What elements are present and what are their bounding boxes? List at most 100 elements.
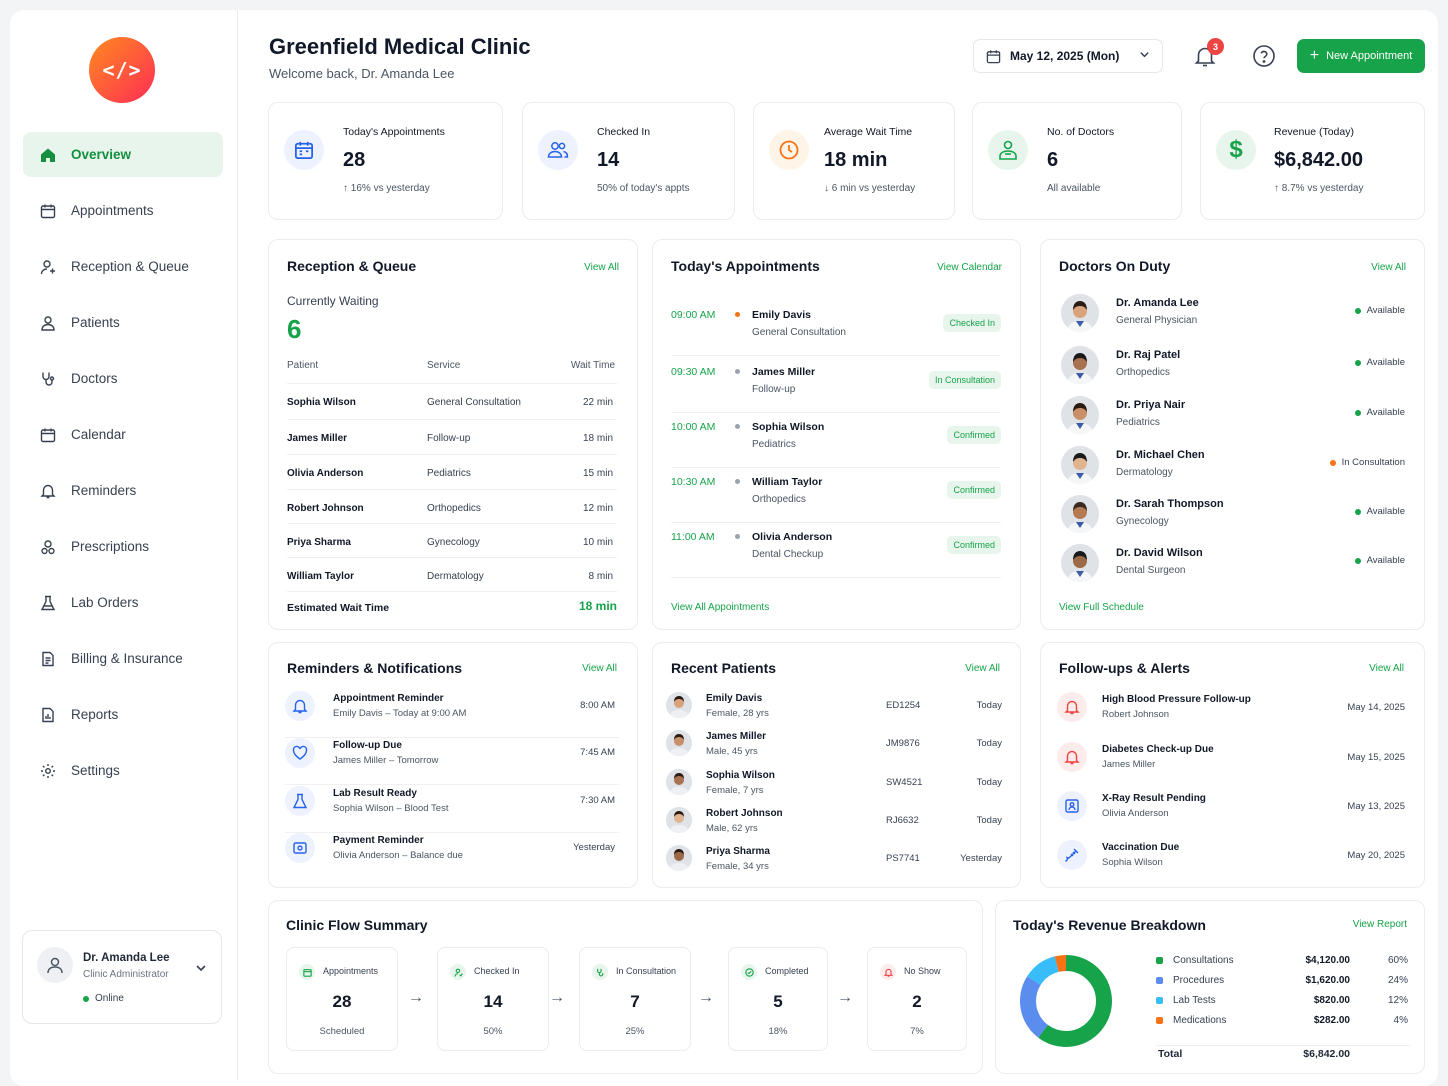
flow-step-appointments[interactable]: Appointments 28 Scheduled [286, 947, 398, 1051]
flow-step-completed[interactable]: Completed 5 18% [728, 947, 828, 1051]
view-all-link[interactable]: View All [584, 262, 619, 273]
doctor-row[interactable]: Dr. Sarah Thompson Gynecology Available [1059, 495, 1407, 545]
donut-slice-medications [1020, 955, 1112, 1047]
patient-name: Sophia Wilson [706, 770, 775, 781]
patient-name: James Miller [706, 731, 767, 742]
reminders-card: Reminders & Notifications View All Appoi… [268, 642, 638, 888]
card-title: Today's Revenue Breakdown [1013, 917, 1206, 933]
legend-item: Lab Tests $820.00 12% [1156, 994, 1410, 1012]
view-calendar-link[interactable]: View Calendar [937, 262, 1002, 273]
status-badge: Confirmed [947, 536, 1001, 554]
view-report-link[interactable]: View Report [1352, 919, 1407, 930]
stat-card-checked-in[interactable]: Checked In 14 50% of today's appts [522, 102, 735, 220]
view-all-link[interactable]: View All [582, 663, 617, 674]
legend-swatch [1156, 957, 1163, 964]
sidebar-item-patients[interactable]: Patients [23, 300, 223, 345]
appointment-row[interactable]: 09:30 AM James Miller Follow-up In Consulta… [671, 358, 1001, 413]
date-picker[interactable]: May 12, 2025 (Mon) [973, 39, 1163, 73]
flow-step-checked-in[interactable]: Checked In 14 50% [437, 947, 549, 1051]
legend-item: Consultations $4,120.00 60% [1156, 954, 1410, 972]
alert-item[interactable]: Vaccination Due Sophia Wilson May 20, 2025 [1057, 840, 1407, 890]
view-all-link[interactable]: View All [1371, 262, 1406, 273]
stat-card-doctors[interactable]: No. of Doctors 6 All available [972, 102, 1182, 220]
sidebar-item-billing-insurance[interactable]: Billing & Insurance [23, 636, 223, 681]
appointment-row[interactable]: 10:00 AM Sophia Wilson Pediatrics Confirmed [671, 413, 1001, 468]
doctor-name: Dr. Priya Nair [1116, 399, 1186, 411]
doctor-row[interactable]: Dr. Michael Chen Dermatology In Consultati… [1059, 446, 1407, 496]
sidebar-item-lab-orders[interactable]: Lab Orders [23, 580, 223, 625]
sidebar-item-prescriptions[interactable]: Prescriptions [23, 524, 223, 569]
patient-row[interactable]: James Miller Male, 45 yrs JM9876 Today [666, 728, 1004, 766]
doctor-row[interactable]: Dr. Amanda Lee General Physician Available [1059, 294, 1407, 344]
doctor-name: Dr. David Wilson [1116, 547, 1203, 559]
new-appointment-button[interactable]: + New Appointment [1297, 39, 1425, 73]
appointment-row[interactable]: 11:00 AM Olivia Anderson Dental Checkup Con… [671, 523, 1001, 578]
view-all-link[interactable]: View All [1369, 663, 1404, 674]
plus-icon: + [1309, 47, 1320, 64]
user-profile-card[interactable]: Dr. Amanda Lee Clinic Administrator Onli… [22, 930, 222, 1024]
table-row[interactable]: Sophia Wilson General Consultation 22 min [287, 383, 617, 417]
stat-card-appointments[interactable]: Today's Appointments 28 ↑ 16% vs yesterd… [268, 102, 503, 220]
status-badge: Confirmed [947, 426, 1001, 444]
flow-step-no-show[interactable]: No Show 2 7% [867, 947, 967, 1051]
alert-item[interactable]: X-Ray Result Pending Olivia Anderson May 1… [1057, 791, 1407, 841]
help-icon[interactable] [1252, 44, 1276, 73]
gear-icon [39, 762, 57, 780]
wallet-icon [285, 833, 315, 863]
sidebar-item-appointments[interactable]: Appointments [23, 188, 223, 233]
table-row[interactable]: Priya Sharma Gynecology 10 min [287, 523, 617, 557]
chevron-down-icon[interactable] [195, 961, 207, 979]
sidebar-item-calendar[interactable]: Calendar [23, 412, 223, 457]
patient-row[interactable]: Robert Johnson Male, 62 yrs RJ6632 Today [666, 805, 1004, 843]
xray-icon [1057, 791, 1087, 821]
reminder-item[interactable]: Appointment Reminder Emily Davis – Today … [285, 691, 619, 738]
sidebar-item-label: Patients [71, 315, 120, 330]
reminder-item[interactable]: Lab Result Ready Sophia Wilson – Blood Te… [285, 786, 619, 833]
doctor-row[interactable]: Dr. Priya Nair Pediatrics Available [1059, 396, 1407, 446]
table-row[interactable]: William Taylor Dermatology 8 min [287, 557, 617, 591]
patient-id: ED1254 [886, 700, 921, 711]
view-full-schedule-link[interactable]: View Full Schedule [1059, 602, 1144, 613]
sidebar-item-reception-queue[interactable]: Reception & Queue [23, 244, 223, 289]
sidebar-item-reminders[interactable]: Reminders [23, 468, 223, 513]
table-row[interactable]: James Miller Follow-up 18 min [287, 419, 617, 453]
doctor-name: Dr. Amanda Lee [1116, 297, 1199, 309]
patient-info: Female, 7 yrs [706, 785, 764, 796]
avatar [1061, 294, 1099, 332]
status-dot-icon [735, 369, 740, 374]
stethoscope-icon [39, 370, 57, 388]
view-all-link[interactable]: View All [965, 663, 1000, 674]
user-queue-icon [39, 258, 57, 276]
arrow-right-icon: → [408, 989, 424, 1006]
doctor-row[interactable]: Dr. Raj Patel Orthopedics Available [1059, 346, 1407, 396]
table-row[interactable]: Robert Johnson Orthopedics 12 min [287, 489, 617, 523]
reminder-item[interactable]: Payment Reminder Olivia Anderson – Balanc… [285, 833, 619, 880]
table-row[interactable]: Olivia Anderson Pediatrics 15 min [287, 454, 617, 488]
sidebar-item-overview[interactable]: Overview [23, 132, 223, 177]
appointment-row[interactable]: 09:00 AM Emily Davis General Consultation C… [671, 301, 1001, 356]
view-all-appointments-link[interactable]: View All Appointments [671, 602, 770, 613]
flow-step-in-consultation[interactable]: In Consultation 7 25% [579, 947, 691, 1051]
doctor-specialty: Orthopedics [1116, 367, 1170, 378]
patient-row[interactable]: Sophia Wilson Female, 7 yrs SW4521 Today [666, 767, 1004, 805]
doctor-row[interactable]: Dr. David Wilson Dental Surgeon Available [1059, 544, 1407, 594]
sidebar-item-doctors[interactable]: Doctors [23, 356, 223, 401]
patient-row[interactable]: Emily Davis Female, 28 yrs ED1254 Today [666, 690, 1004, 728]
avatar [1061, 544, 1099, 582]
stat-card-revenue[interactable]: $ Revenue (Today) $6,842.00 ↑ 8.7% vs ye… [1200, 102, 1425, 220]
reminder-item[interactable]: Follow-up Due James Miller – Tomorrow 7:45… [285, 738, 619, 785]
flask-icon [285, 786, 315, 816]
doctor-name: Dr. Michael Chen [1116, 449, 1205, 461]
clinic-logo[interactable]: </> [89, 37, 155, 103]
sidebar-item-reports[interactable]: Reports [23, 692, 223, 737]
patient-name: Priya Sharma [706, 846, 770, 857]
stat-label: No. of Doctors [1047, 126, 1115, 138]
patient-row[interactable]: Priya Sharma Female, 34 yrs PS7741 Yesterda… [666, 843, 1004, 881]
recent-patients-card: Recent Patients View All Emily Davis Fema… [652, 642, 1021, 888]
alert-item[interactable]: High Blood Pressure Follow-up Robert John… [1057, 692, 1407, 742]
sidebar-item-settings[interactable]: Settings [23, 748, 223, 793]
alert-item[interactable]: Diabetes Check-up Due James Miller May 15,… [1057, 742, 1407, 792]
doctor-specialty: Gynecology [1116, 516, 1169, 527]
stat-card-wait-time[interactable]: Average Wait Time 18 min ↓ 6 min vs yest… [753, 102, 955, 220]
appointment-row[interactable]: 10:30 AM William Taylor Orthopedics Confirm… [671, 468, 1001, 523]
